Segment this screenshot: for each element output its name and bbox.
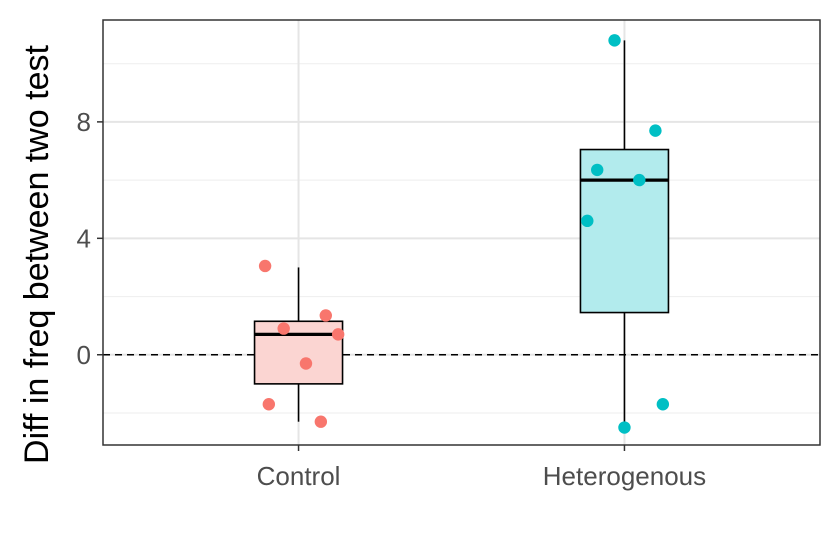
y-tick-label: 8 <box>77 107 91 137</box>
data-point <box>314 415 328 428</box>
data-point <box>299 357 313 370</box>
x-axis: Control Heterogenous <box>257 445 706 491</box>
y-tick-label: 4 <box>77 223 91 253</box>
panel-border <box>102 19 821 446</box>
data-point <box>331 328 345 341</box>
data-point <box>581 214 594 228</box>
data-point <box>618 421 631 434</box>
box-heterogenous <box>579 148 670 314</box>
data-point <box>656 398 670 411</box>
data-point <box>608 34 621 47</box>
data-point <box>258 259 272 273</box>
box-layer <box>253 40 670 428</box>
y-axis: 0 4 8 <box>77 107 103 370</box>
data-point <box>591 163 604 177</box>
x-tick-label: Heterogenous <box>543 461 706 491</box>
data-point <box>319 309 332 322</box>
data-point <box>649 124 662 137</box>
x-tick-label: Control <box>257 461 341 491</box>
data-point <box>262 398 276 411</box>
point-layer <box>258 34 670 434</box>
y-tick-label: 0 <box>77 340 91 370</box>
box-control <box>253 320 344 385</box>
minor-gridlines <box>103 63 820 414</box>
data-point <box>277 322 290 335</box>
data-point <box>633 173 646 187</box>
y-axis-title: Diff in freq between two test <box>18 44 56 463</box>
major-gridlines <box>103 20 820 445</box>
